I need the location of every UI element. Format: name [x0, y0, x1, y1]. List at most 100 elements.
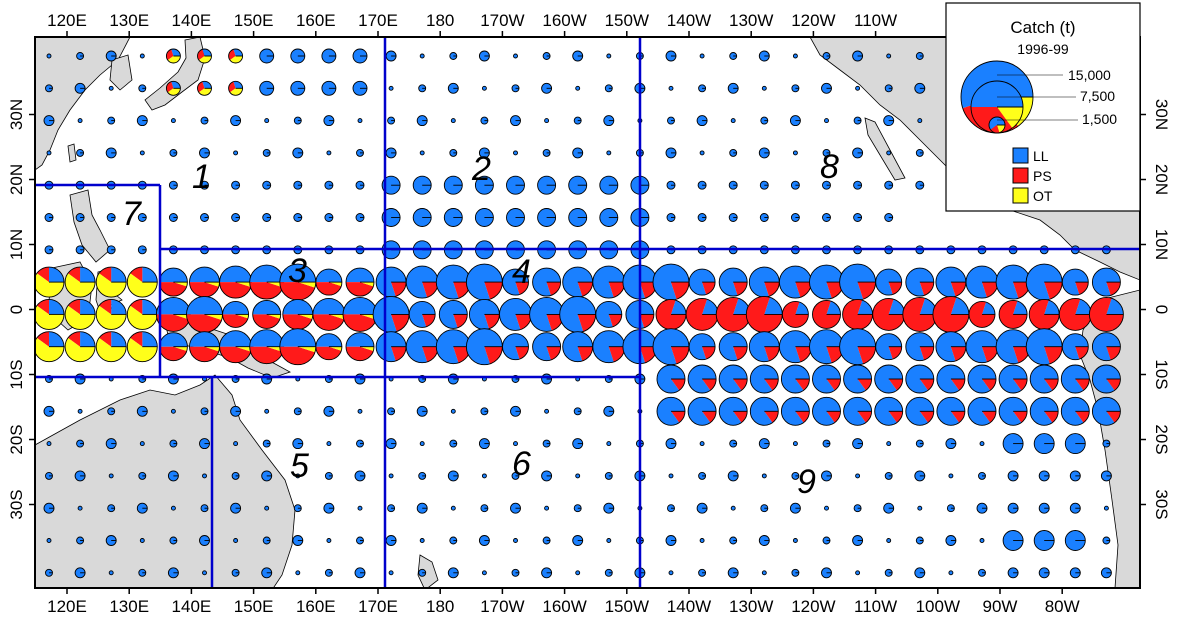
pie-slice: [159, 332, 188, 347]
catch-bubble: [75, 213, 85, 222]
legend-swatch-ll: [1012, 147, 1029, 164]
pie-slice: [484, 346, 503, 364]
pie-slice: [391, 314, 410, 332]
pie-slice: [888, 299, 905, 315]
catch-bubble: [812, 299, 841, 329]
catch-bubble: [418, 568, 427, 577]
pie-slice: [189, 282, 219, 298]
lat-tick-label-right: 20N: [1152, 164, 1171, 195]
catch-bubble: [506, 175, 525, 195]
pie-outline: [886, 53, 892, 59]
catch-bubble: [231, 180, 241, 190]
catch-bubble: [511, 471, 520, 480]
catch-bubble: [1061, 333, 1089, 361]
catch-bubble: [544, 505, 550, 511]
catch-bubble: [35, 266, 65, 298]
catch-bubble: [852, 147, 864, 159]
pie-slice: [315, 269, 342, 283]
pie-slice: [142, 267, 158, 283]
pie-slice: [328, 282, 342, 287]
pie-slice: [671, 346, 689, 364]
catch-bubble: [855, 473, 861, 479]
catch-bubble: [474, 208, 494, 227]
pie-outline: [792, 53, 798, 59]
pie-slice: [36, 267, 49, 283]
catch-bubble: [324, 180, 334, 190]
pie-slice: [513, 441, 518, 446]
pie-outline: [419, 53, 425, 59]
catch-bubble: [388, 570, 394, 576]
pie-slice: [1075, 282, 1089, 295]
pie-outline: [668, 570, 674, 576]
catch-bubble: [853, 180, 863, 190]
pie-slice: [389, 473, 394, 478]
catch-bubble: [884, 568, 893, 577]
pie-slice: [544, 409, 549, 414]
catch-bubble: [995, 329, 1031, 365]
pie-slice: [857, 282, 876, 300]
catch-bubble: [139, 53, 145, 59]
catch-bubble: [685, 297, 719, 331]
catch-bubble: [812, 396, 841, 426]
catch-bubble: [604, 84, 613, 93]
pie-slice: [950, 411, 965, 423]
pie-slice: [639, 282, 657, 299]
catch-bubble: [812, 364, 841, 394]
pie-slice: [855, 86, 860, 91]
catch-bubble: [886, 53, 892, 59]
pie-slice: [202, 81, 212, 89]
pie-slice: [1013, 301, 1028, 315]
pie-slice: [575, 570, 580, 575]
catch-bubble: [1025, 263, 1063, 301]
catch-bubble: [1060, 364, 1090, 394]
catch-bubble: [372, 295, 410, 333]
catch-bubble: [45, 568, 53, 577]
catch-bubble: [1100, 470, 1112, 482]
pie-slice: [793, 441, 798, 446]
catch-bubble: [1104, 603, 1108, 607]
pie-slice: [482, 570, 487, 575]
catch-bubble: [1038, 567, 1050, 579]
pie-slice: [888, 346, 902, 360]
pie-slice: [346, 282, 374, 297]
catch-bubble: [822, 439, 831, 448]
pie-slice: [515, 346, 529, 360]
catch-bubble: [562, 266, 594, 298]
catch-bubble: [821, 82, 832, 94]
pie-outline: [886, 538, 892, 543]
pie-slice: [67, 331, 81, 347]
catch-bubble: [905, 396, 935, 426]
catch-bubble: [1002, 433, 1024, 455]
catch-bubble: [1007, 502, 1019, 514]
pie-outline: [544, 408, 550, 414]
pie-slice: [1106, 282, 1121, 296]
pie-slice: [812, 365, 841, 394]
pie-slice: [391, 346, 407, 361]
catch-bubble: [222, 300, 250, 328]
japan-land: [144, 37, 206, 111]
catch-bubble: [219, 265, 253, 299]
catch-bubble: [1088, 296, 1124, 332]
pie-slice: [99, 267, 112, 283]
catch-bubble: [791, 568, 800, 577]
catch-bubble: [1069, 470, 1081, 482]
pie-slice: [252, 300, 281, 315]
pie-slice: [546, 282, 561, 296]
pie-slice: [546, 346, 561, 361]
pie-slice: [96, 305, 127, 330]
taiwan-land: [67, 143, 77, 163]
catch-bubble: [1038, 502, 1050, 514]
catch-bubble: [357, 505, 363, 511]
catch-bubble: [698, 568, 707, 577]
pie-outline: [202, 570, 207, 576]
pie-slice: [606, 54, 611, 58]
catch-bubble: [44, 213, 54, 222]
pie-slice: [980, 538, 984, 543]
catch-bubble: [137, 213, 147, 222]
pie-slice: [793, 538, 798, 543]
catch-bubble: [696, 115, 708, 127]
pie-slice: [1106, 346, 1121, 361]
pie-slice: [980, 441, 984, 446]
catch-bubble: [169, 536, 178, 545]
catch-bubble: [575, 473, 581, 479]
